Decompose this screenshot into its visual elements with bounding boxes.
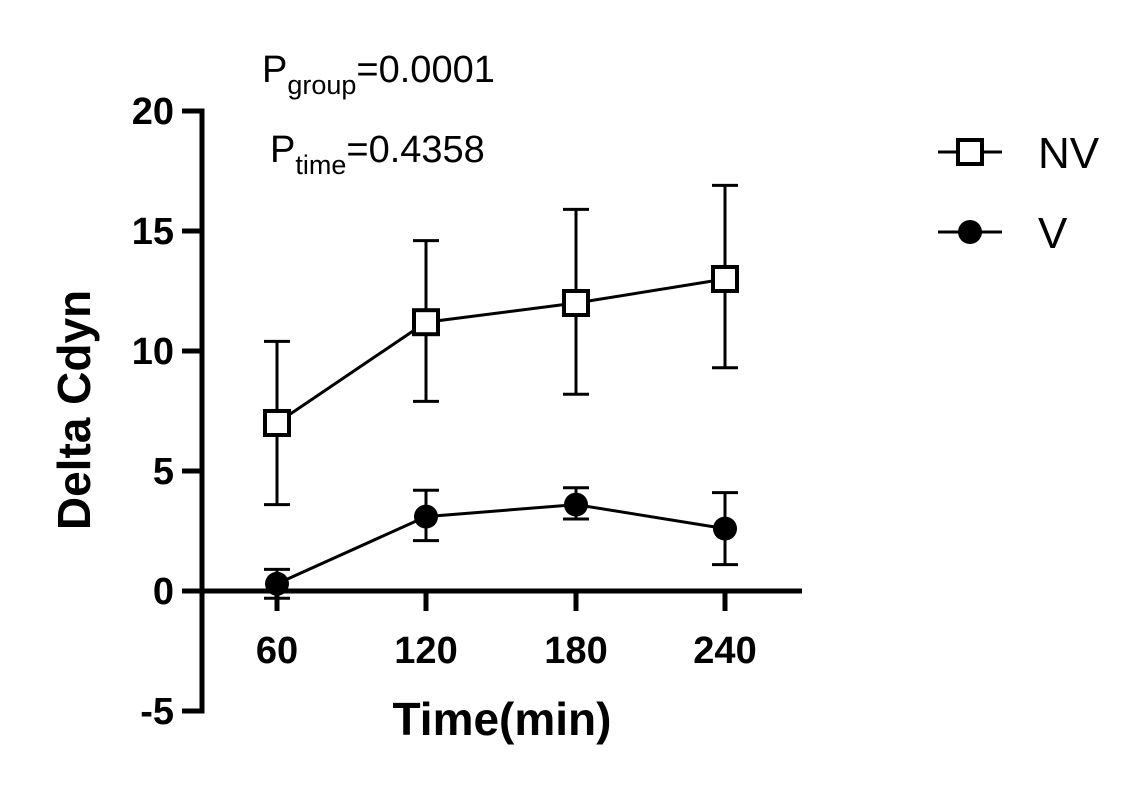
y-tick-label: 5 [153, 451, 174, 493]
data-point-nv [263, 409, 291, 437]
data-point-nv [711, 265, 739, 293]
y-axis-title: Delta Cdyn [48, 290, 100, 530]
data-point-v [265, 571, 289, 596]
y-tick-label: 20 [132, 91, 174, 133]
annotation-p-time: Ptime=0.4358 [270, 129, 485, 180]
x-tick-label: 180 [544, 630, 607, 672]
annotation-p-time-base: P [270, 129, 295, 171]
y-tick-label: 0 [153, 571, 174, 613]
series-layer [263, 183, 739, 600]
axes [199, 108, 802, 714]
legend-label-v: V [1038, 209, 1068, 258]
legend-label-nv: NV [1038, 129, 1100, 178]
y-tick-label: 10 [132, 331, 174, 373]
annotations: Pgroup=0.0001 Ptime=0.4358 [262, 49, 495, 180]
x-tick-label: 60 [256, 630, 298, 672]
series-nv [263, 183, 739, 507]
data-point-v [564, 492, 588, 517]
annotation-p-time-sub: time [295, 150, 346, 180]
data-point-nv [562, 289, 590, 317]
y-tick-label: -5 [140, 691, 174, 733]
data-point-nv [412, 308, 440, 337]
legend: NV V [938, 129, 1100, 258]
series-line-v [276, 503, 726, 586]
data-point-v [414, 504, 438, 529]
legend-item-nv: NV [938, 129, 1100, 178]
annotation-p-group: Pgroup=0.0001 [262, 49, 495, 100]
legend-marker-nv [956, 138, 984, 166]
data-point-v [713, 516, 737, 541]
y-tick-label: 15 [132, 211, 174, 253]
annotation-p-group-sub: group [287, 70, 356, 100]
x-tick-label: 240 [693, 630, 756, 672]
annotation-p-group-base: P [262, 49, 287, 91]
legend-item-v: V [938, 209, 1068, 258]
legend-marker-v [958, 220, 982, 244]
series-line-nv [276, 277, 726, 425]
y-ticks: -5 0 5 10 15 20 [132, 91, 202, 733]
x-tick-label: 120 [394, 630, 457, 672]
annotation-p-time-value: =0.4358 [346, 129, 484, 171]
series-v [264, 486, 738, 600]
x-ticks: 60 120 180 240 [256, 591, 757, 672]
annotation-p-group-value: =0.0001 [356, 49, 494, 91]
x-axis-title: Time(min) [393, 693, 612, 745]
